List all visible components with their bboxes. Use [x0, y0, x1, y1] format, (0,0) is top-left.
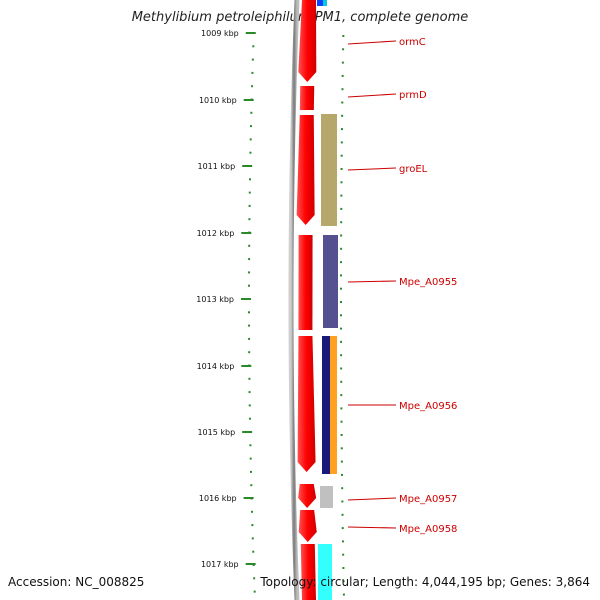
accession-label: Accession: NC_008825 — [8, 575, 145, 589]
map-title: Methylibium petroleiphilum PM1, complete… — [131, 10, 469, 25]
gene-label-Mpe_A0956: Mpe_A0956 — [399, 401, 457, 412]
cds-ormC — [298, 0, 317, 82]
cds-Mpe_A0955 — [298, 235, 313, 330]
kbp-tick-label: 1009 kbp — [201, 29, 239, 38]
gene-label-Mpe_A0955: Mpe_A0955 — [399, 277, 457, 288]
cds-Mpe_A0956 — [297, 336, 316, 472]
topology-summary: Topology: circular; Length: 4,044,195 bp… — [260, 575, 590, 589]
feature-block-top-a — [317, 0, 323, 6]
cds-next — [300, 544, 316, 600]
feature-block-top-b — [323, 0, 327, 6]
footer-separator: ; — [364, 575, 373, 589]
features — [296, 0, 338, 600]
backbone — [288, 0, 345, 600]
kbp-tick-label: 1014 kbp — [197, 362, 235, 371]
backbone-arc — [288, 0, 300, 600]
feature-block-Mpe_A0956-b — [330, 336, 337, 474]
kbp-tick-label: 1013 kbp — [196, 295, 234, 304]
leader-line — [347, 93, 397, 98]
genes-label: Genes: 3,864 — [509, 575, 590, 589]
kbp-tick-label: 1010 kbp — [199, 96, 237, 105]
cds-Mpe_A0958 — [298, 510, 317, 542]
leader-line — [347, 526, 397, 529]
gene-labels: ormC prmD groEL Mpe_A0955 Mpe_A0956 Mpe_A0957… — [347, 37, 457, 535]
length-label: Length: 4,044,195 bp — [372, 575, 502, 589]
cds-prmD — [299, 86, 315, 110]
feature-block-groEL — [321, 114, 337, 226]
feature-block-bottom — [318, 544, 332, 600]
leader-line — [347, 167, 397, 171]
feature-block-Mpe_A0955 — [323, 235, 338, 328]
gene-label-ormC: ormC — [399, 37, 426, 48]
leader-line — [347, 40, 397, 45]
footer-separator: ; — [502, 575, 510, 589]
feature-block-Mpe_A0956-a — [322, 336, 330, 474]
cds-Mpe_A0957 — [298, 484, 317, 508]
gene-label-groEL: groEL — [399, 164, 428, 175]
cds-groEL — [296, 115, 315, 225]
gene-label-Mpe_A0957: Mpe_A0957 — [399, 494, 457, 505]
kbp-tick-label: 1015 kbp — [197, 428, 235, 437]
topology-label: Topology: circular — [260, 575, 365, 589]
kbp-tick-label: 1011 kbp — [197, 162, 235, 171]
leader-line — [347, 497, 397, 501]
kbp-tick-label: 1017 kbp — [201, 560, 239, 569]
kbp-tick-label: 1012 kbp — [197, 229, 235, 238]
gene-label-Mpe_A0958: Mpe_A0958 — [399, 524, 457, 535]
leader-line — [347, 280, 397, 283]
feature-block-Mpe_A0957 — [320, 486, 333, 508]
gene-label-prmD: prmD — [399, 90, 427, 101]
scale-ticks: 1009 kbp 1010 kbp 1011 kbp 1012 kbp 1013 kbp… — [196, 29, 256, 593]
kbp-tick-label: 1016 kbp — [199, 494, 237, 503]
